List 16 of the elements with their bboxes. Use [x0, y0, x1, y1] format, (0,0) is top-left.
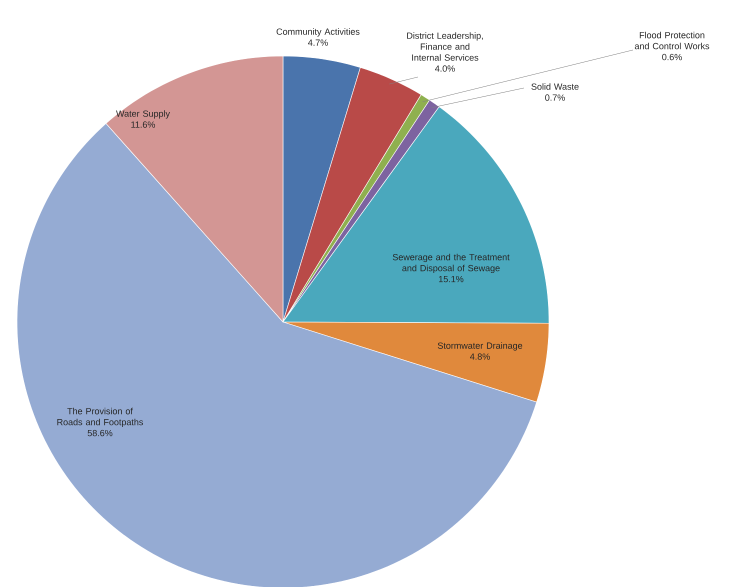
slice-label: Sewerage and the Treatment and Disposal of Sewage	[392, 254, 510, 274]
data-label: 58.6%	[88, 430, 112, 436]
slice-label: The Provision of Roads and Footpaths	[57, 408, 144, 428]
data-label: 4.7%	[308, 39, 328, 46]
data-label: 4.0%	[434, 65, 455, 72]
slice-label: Water Supply	[116, 110, 170, 119]
data-label: 0.6%	[662, 54, 682, 60]
slice-label: District Leadership, Finance and Internal Services	[407, 32, 483, 61]
slice-label: Flood Protection and Control Works	[634, 32, 710, 50]
data-label: 11.6%	[131, 121, 156, 128]
data-label: 0.7%	[545, 94, 565, 101]
data-label: 4.8%	[470, 353, 490, 360]
data-label: 15.1%	[438, 276, 464, 282]
slice-label: Solid Waste	[531, 83, 579, 90]
slice-label: Stormwater Drainage	[438, 342, 522, 351]
slice-label: Community Activities	[276, 28, 360, 37]
